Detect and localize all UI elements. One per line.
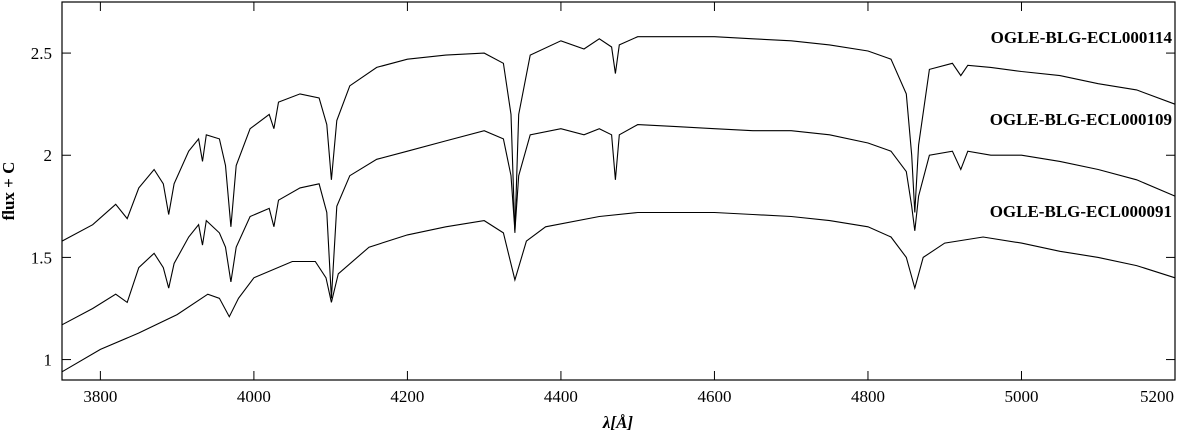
spectrum-line — [61, 36, 1176, 242]
spectrum-line — [61, 124, 1176, 326]
x-tick-label: 4800 — [851, 387, 885, 406]
y-axis-label: flux + C — [0, 162, 18, 221]
y-tick-label: 2 — [44, 146, 53, 165]
x-tick-label: 5000 — [1004, 387, 1038, 406]
x-axis-label: λ[Å] — [602, 413, 634, 432]
x-tick-label: 4200 — [390, 387, 424, 406]
y-tick-label: 1.5 — [31, 248, 52, 267]
x-tick-label: 4000 — [237, 387, 271, 406]
spectrum-line — [61, 211, 1176, 373]
y-tick-label: 2.5 — [31, 44, 52, 63]
plot-frame — [61, 1, 1176, 381]
series-label: OGLE-BLG-ECL000091 — [990, 202, 1172, 221]
x-tick-label: 4600 — [697, 387, 731, 406]
x-tick-label: 4400 — [544, 387, 578, 406]
series-label: OGLE-BLG-ECL000109 — [990, 110, 1172, 129]
x-tick-label: 5200 — [1140, 387, 1174, 406]
series-label: OGLE-BLG-ECL000114 — [991, 28, 1173, 47]
x-tick-label: 3800 — [83, 387, 117, 406]
y-tick-label: 1 — [44, 351, 53, 370]
